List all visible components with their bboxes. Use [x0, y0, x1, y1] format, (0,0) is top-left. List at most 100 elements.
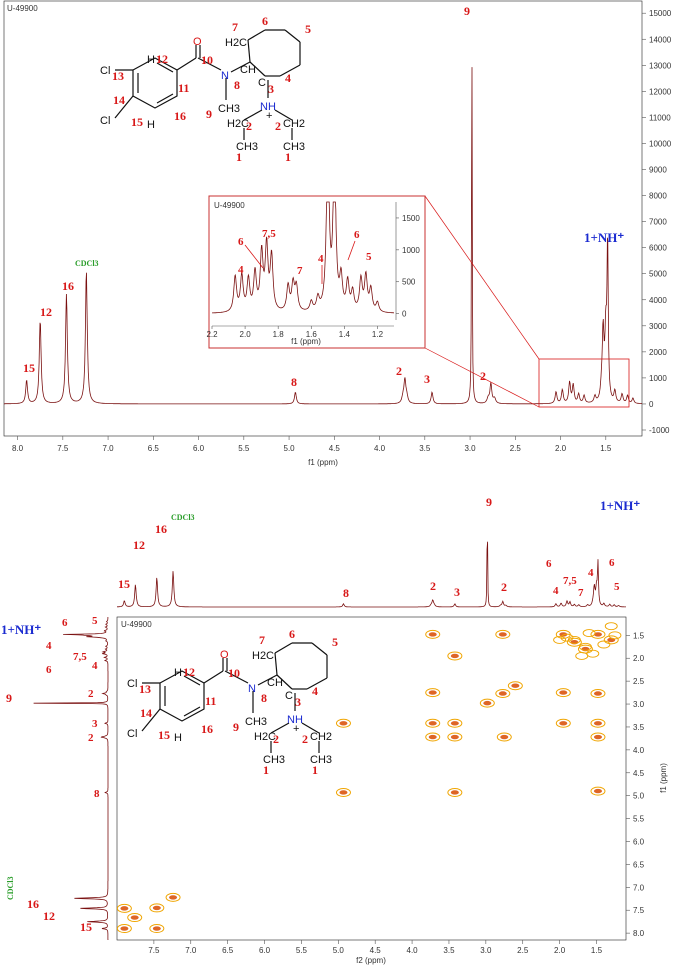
cosy-peak-contour [127, 913, 143, 923]
mol-num-15: 15 [131, 115, 143, 129]
cosy-y-tick-label: 5.5 [633, 815, 645, 824]
peak-label-2a: 2 [396, 364, 402, 378]
inset-y-tick-label: 500 [402, 278, 416, 287]
top-x-tick-label: 4.5 [329, 444, 341, 453]
top-x-tick-label: 2.0 [555, 444, 567, 453]
top-x-tick-label: 1.5 [600, 444, 612, 453]
mol-num-11b: 11 [205, 694, 216, 708]
cosy-peak-core [120, 906, 129, 911]
left-label-4a: 4 [46, 640, 52, 652]
cosy-x-tick-label: 2.0 [554, 946, 566, 955]
left-label-3: 3 [92, 718, 98, 730]
atom-h-1: H [147, 54, 155, 66]
atom-h2c: H2C [225, 37, 247, 49]
atom-c-b: C [285, 690, 293, 702]
cosy-plot-frame [116, 616, 627, 941]
cosy-peak-core [450, 790, 459, 795]
cosy-peak-core [593, 632, 602, 637]
top-x-tick-label: 4.0 [374, 444, 386, 453]
peak-label-cdcl3: CDCl3 [75, 259, 99, 268]
top-y-tick-label: 1000 [649, 374, 667, 383]
inset-y-tick-label: 0 [402, 310, 407, 319]
cosy-peak-contour [496, 732, 512, 742]
proj-label-2a: 2 [430, 579, 436, 593]
atom-ch3-2: CH3 [236, 141, 258, 153]
cosy-y-tick-label: 6.5 [633, 860, 645, 869]
inset-arrow-6b [347, 240, 356, 261]
cosy-y-axis: 1.5 2.0 2.5 3.0 3.5 4.0 4.5 5.0 5.5 6.0 6.5 7.0 7.5 8… [626, 631, 645, 938]
top-y-tick-label: 2000 [649, 348, 667, 357]
atom-cl-2b: Cl [127, 728, 137, 740]
inset-box [208, 195, 426, 349]
left-label-15: 15 [80, 920, 92, 934]
molecule-structure-bottom: Cl Cl H H O N CH3 CH H2C C NH H2C CH2 CH… [127, 627, 338, 777]
top-y-tick-label: 5000 [649, 270, 667, 279]
atom-ch3-3: CH3 [283, 141, 305, 153]
left-projection-trace [33, 617, 109, 940]
cosy-peak-contour [149, 903, 165, 913]
cosy-cluster-contour [575, 651, 589, 660]
cosy-peak-contour [116, 903, 132, 913]
top-y-tick-label: 3000 [649, 322, 667, 331]
cosy-peak-core [593, 788, 602, 794]
molecule-structure-top [114, 29, 301, 140]
cosy-peak-contour [425, 629, 441, 639]
mol-num-1ab: 1 [263, 763, 269, 777]
cosy-peak-core [593, 691, 602, 696]
cosy-x-tick-label: 3.5 [443, 946, 455, 955]
cosy-x-tick-label: 6.5 [222, 946, 234, 955]
top-y-tick-label: 7000 [649, 218, 667, 227]
mol-num-8b: 8 [261, 691, 267, 705]
atom-o-b: O [220, 649, 229, 661]
cosy-peak-core [428, 734, 437, 740]
cosy-peak-core [559, 721, 568, 726]
left-label-8: 8 [94, 788, 100, 800]
peak-label-9: 9 [464, 4, 470, 18]
mol-num-13: 13 [112, 69, 124, 83]
cosy-peak-core [450, 653, 459, 659]
top-spectrum-line [4, 67, 642, 405]
cosy-peak-core [450, 734, 459, 740]
cosy-peak-contour [425, 732, 441, 742]
cosy-x-tick-label: 4.0 [407, 946, 419, 955]
top-y-tick-label: 10000 [649, 139, 672, 148]
cosy-peak-core [593, 734, 602, 740]
cosy-peak-core [511, 683, 520, 688]
inset-x-axis-label: f1 (ppm) [291, 337, 321, 346]
mol-num-9b: 9 [233, 720, 239, 734]
atom-nh-b: NH [287, 714, 303, 726]
inset-y-tick-label: 1500 [402, 214, 420, 223]
peak-label-15: 15 [23, 361, 35, 375]
proj-label-2b: 2 [501, 580, 507, 594]
cosy-x-tick-label: 2.5 [517, 946, 529, 955]
cosy-y-tick-label: 4.0 [633, 746, 645, 755]
cosy-peak-contour [603, 635, 619, 645]
top-x-tick-label: 8.0 [12, 444, 24, 453]
top-y-tick-label: 11000 [649, 113, 671, 122]
cosy-peak-contour [507, 681, 523, 691]
cosy-y-tick-label: 7.0 [633, 883, 645, 892]
atom-ch3: CH3 [218, 103, 240, 115]
cosy-y-tick-label: 8.0 [633, 929, 645, 938]
cosy-y-tick-label: 2.5 [633, 677, 645, 686]
cosy-peak-contour [590, 629, 606, 639]
peak-label-3: 3 [424, 372, 430, 386]
top-x-tick-label: 6.5 [148, 444, 160, 453]
proj-label-8: 8 [343, 586, 349, 600]
inset-x-tick-label: 1.4 [339, 330, 351, 339]
proj-label-4a: 4 [553, 585, 559, 597]
proj-label-15: 15 [118, 577, 130, 591]
cosy-cross-peaks [116, 622, 622, 934]
top-x-tick-label: 3.0 [464, 444, 476, 453]
proj-label-16: 16 [155, 522, 167, 536]
cosy-peak-contour [425, 688, 441, 698]
zoom-region-box [538, 358, 630, 408]
mol-num-10: 10 [201, 53, 213, 67]
top-y-tick-label: 9000 [649, 166, 667, 175]
cosy-cluster-contour [608, 631, 622, 640]
left-label-75: 7,5 [73, 651, 87, 663]
top-x-tick-label: 6.0 [193, 444, 205, 453]
cosy-peak-core [428, 721, 437, 726]
mol-num-8: 8 [234, 78, 240, 92]
mol-num-7: 7 [232, 20, 238, 34]
